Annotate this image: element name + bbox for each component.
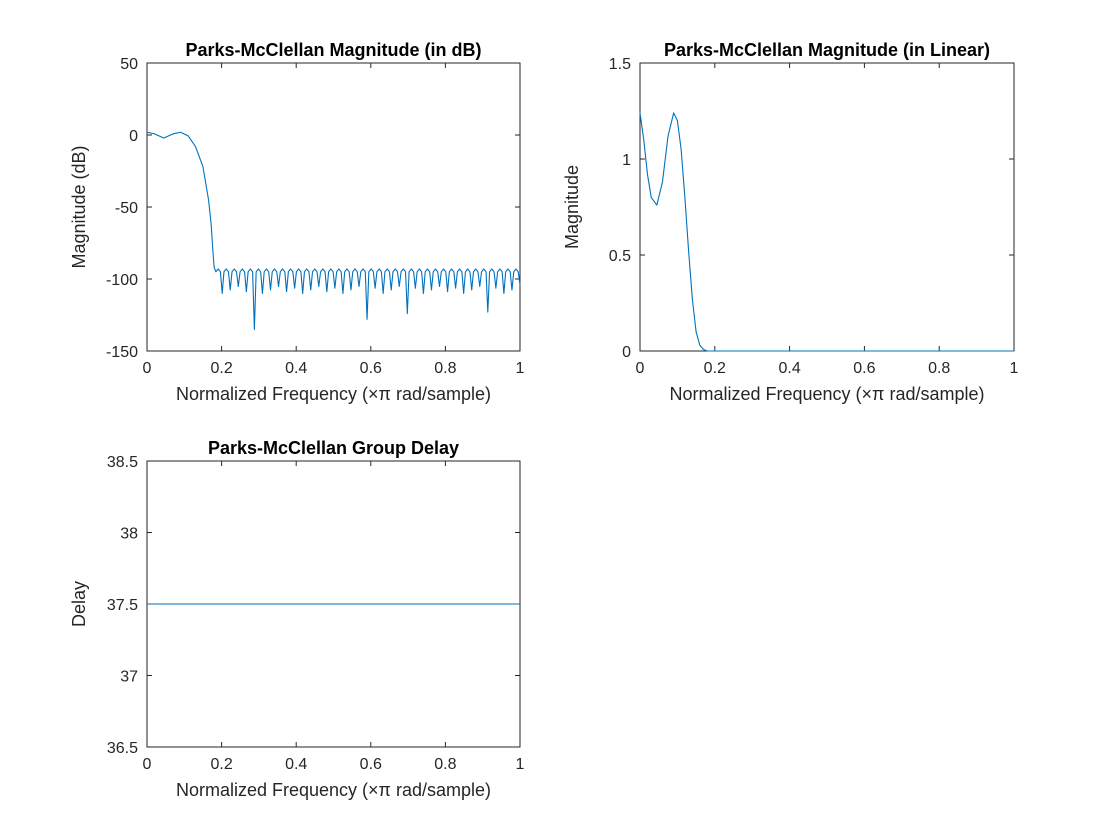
x-tick-label: 1 — [516, 360, 525, 377]
y-tick-label: 38.5 — [107, 454, 138, 471]
y-axis-label: Delay — [69, 581, 89, 627]
axes-box — [146, 62, 521, 352]
y-tick-label: 37 — [120, 669, 138, 686]
x-tick-label: 1 — [1010, 360, 1019, 377]
y-tick-label: 1 — [622, 152, 631, 169]
y-axis-label: Magnitude — [562, 165, 582, 249]
y-tick-label: 37.5 — [107, 597, 138, 614]
x-tick-label: 0 — [143, 756, 152, 773]
y-tick-label: 0 — [129, 128, 138, 145]
chart-title: Parks-McClellan Magnitude (in dB) — [185, 40, 481, 60]
subplot-magnitude-linear: 0 0.2 0.4 0.6 0.8 1 0 0.5 1 1.5 Parks-McClellan Ma… — [562, 40, 1019, 404]
x-tick-label: 0.2 — [704, 360, 726, 377]
x-tick-label: 0.6 — [853, 360, 875, 377]
x-tick-label: 0.2 — [210, 756, 232, 773]
series-line — [146, 131, 521, 330]
y-axis-label: Magnitude (dB) — [69, 145, 89, 268]
x-tick-label: 1 — [516, 756, 525, 773]
x-tick-label: 0.6 — [360, 360, 382, 377]
subplot-group-delay: 0 0.2 0.4 0.6 0.8 1 36.5 37 37.5 38 38.5 Parks-McCl… — [69, 438, 525, 800]
subplot-magnitude-db: 0 0.2 0.4 0.6 0.8 1 -150 -100 -50 0 50 Parks-McClel… — [69, 40, 525, 404]
y-tick-label: -50 — [115, 200, 138, 217]
x-tick-label: 0.4 — [285, 756, 307, 773]
x-axis-label: Normalized Frequency (×π rad/sample) — [669, 384, 984, 404]
series-line — [639, 112, 1014, 352]
y-tick-label: 0 — [622, 344, 631, 361]
x-tick-label: 0.8 — [434, 360, 456, 377]
x-tick-label: 0.4 — [285, 360, 307, 377]
y-tick-label: 50 — [120, 56, 138, 73]
axes-box — [639, 62, 1015, 352]
x-tick-label: 0.6 — [360, 756, 382, 773]
x-tick-label: 0.2 — [210, 360, 232, 377]
y-tick-label: 0.5 — [609, 248, 631, 265]
x-tick-label: 0.4 — [778, 360, 800, 377]
x-axis-label: Normalized Frequency (×π rad/sample) — [176, 384, 491, 404]
x-tick-label: 0 — [143, 360, 152, 377]
chart-title: Parks-McClellan Group Delay — [208, 438, 459, 458]
x-axis-label: Normalized Frequency (×π rad/sample) — [176, 780, 491, 800]
x-tick-label: 0 — [636, 360, 645, 377]
y-tick-label: -150 — [106, 344, 138, 361]
x-tick-label: 0.8 — [928, 360, 950, 377]
y-tick-label: -100 — [106, 272, 138, 289]
y-tick-label: 38 — [120, 526, 138, 543]
y-tick-label: 1.5 — [609, 56, 631, 73]
x-tick-label: 0.8 — [434, 756, 456, 773]
chart-title: Parks-McClellan Magnitude (in Linear) — [664, 40, 990, 60]
y-tick-label: 36.5 — [107, 740, 138, 757]
